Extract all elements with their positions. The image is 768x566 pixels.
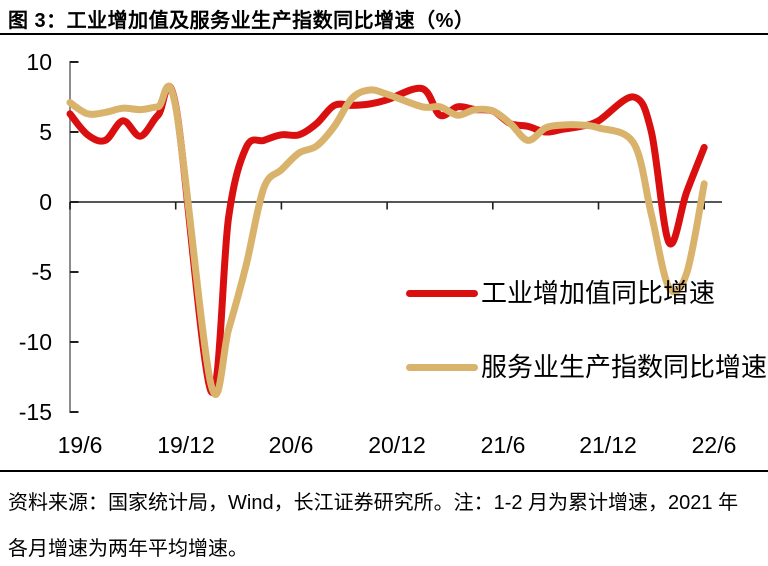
x-tick-label: 21/12 <box>579 432 637 458</box>
x-tick-label: 20/12 <box>368 432 426 458</box>
legend-swatch-services-icon <box>406 363 478 371</box>
legend-swatch-industrial-icon <box>406 289 478 297</box>
x-tick-label: 19/12 <box>157 432 215 458</box>
footer-divider <box>0 470 768 472</box>
x-tick-label: 19/6 <box>57 432 103 458</box>
figure-title: 图 3：工业增加值及服务业生产指数同比增速（%） <box>8 10 475 32</box>
legend-item-services: 服务业生产指数同比增速 <box>406 353 767 381</box>
legend-label-industrial: 工业增加值同比增速 <box>481 278 716 308</box>
legend-item-industrial: 工业增加值同比增速 <box>406 279 715 307</box>
y-tick-label: -15 <box>18 399 52 425</box>
x-tick-label: 21/6 <box>480 432 526 458</box>
y-tick-label: -10 <box>18 329 52 355</box>
title-divider <box>0 33 768 35</box>
y-tick-label: 10 <box>26 49 52 75</box>
legend-label-services: 服务业生产指数同比增速 <box>481 352 768 382</box>
y-tick-label: 0 <box>39 189 52 215</box>
x-tick-label: 22/6 <box>691 432 737 458</box>
y-tick-label: -5 <box>31 259 52 285</box>
x-tick-label: 20/6 <box>268 432 314 458</box>
source-note-line-1: 资料来源：国家统计局，Wind，长江证券研究所。注：1-2 月为累计增速，202… <box>8 492 739 514</box>
y-tick-label: 5 <box>39 119 52 145</box>
source-note-line-2: 各月增速为两年平均增速。 <box>8 538 248 560</box>
